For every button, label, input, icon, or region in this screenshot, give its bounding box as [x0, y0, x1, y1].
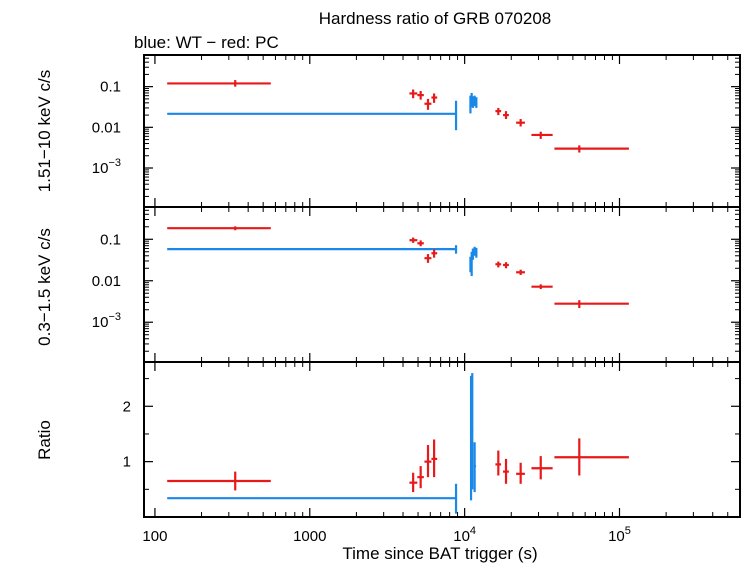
- panel-frame-ratio: [143, 361, 741, 518]
- y-axis-label-soft: 0.3−1.5 keV c/s: [35, 228, 54, 346]
- data-point: [409, 472, 418, 493]
- y-tick-label: 0.1: [100, 79, 121, 96]
- data-point: [495, 107, 502, 116]
- y-tick-label: 2: [123, 398, 131, 415]
- data-point: [431, 249, 438, 258]
- data-point: [531, 456, 553, 480]
- data-point: [554, 438, 629, 476]
- data-point: [167, 80, 271, 87]
- data-point: [167, 471, 271, 491]
- y-axis-label-ratio: Ratio: [35, 420, 54, 460]
- data-point: [516, 462, 525, 484]
- data-point: [167, 226, 271, 231]
- data-point: [431, 93, 438, 103]
- series-wt-ratio: [167, 373, 477, 514]
- data-point: [554, 300, 629, 309]
- data-point: [424, 254, 432, 263]
- panel-frame-soft: [143, 206, 741, 363]
- data-point: [531, 284, 553, 290]
- x-tick-label: 100: [142, 528, 167, 545]
- data-point: [417, 466, 424, 489]
- series-wt-soft: [167, 245, 478, 277]
- data-point: [417, 240, 424, 247]
- data-point: [531, 131, 553, 139]
- y-tick-label: 0.01: [92, 119, 121, 136]
- series-pc-soft: [167, 226, 629, 309]
- panel-frame-hard: [143, 54, 741, 208]
- y-tick-label: 10−3: [92, 311, 121, 331]
- data-point: [475, 97, 478, 108]
- series-wt-hard: [167, 92, 478, 131]
- data-point: [424, 445, 432, 478]
- y-tick-label: 10−3: [92, 157, 121, 177]
- series-pc-ratio: [167, 438, 629, 493]
- data-point: [473, 442, 477, 493]
- data-point: [471, 373, 474, 490]
- data-point: [554, 145, 629, 153]
- y-tick-label: 0.1: [100, 231, 121, 248]
- data-point: [431, 439, 438, 478]
- data-point: [471, 248, 474, 260]
- y-tick-label: 1: [123, 454, 131, 471]
- x-tick-label: 105: [608, 525, 631, 545]
- chart-title: Hardness ratio of GRB 070208: [319, 9, 551, 28]
- x-tick-label: 104: [453, 525, 476, 545]
- data-point: [424, 98, 432, 110]
- data-point: [475, 247, 478, 258]
- data-point: [503, 111, 509, 120]
- data-point: [409, 89, 418, 99]
- data-point: [503, 458, 509, 484]
- x-axis-label: Time since BAT trigger (s): [342, 544, 537, 563]
- data-point: [495, 450, 502, 476]
- data-point: [471, 96, 474, 108]
- chart-subtitle: blue: WT − red: PC: [134, 33, 279, 52]
- data-point: [495, 261, 502, 268]
- y-tick-label: 0.01: [92, 273, 121, 290]
- data-point: [503, 262, 509, 269]
- y-axis-label-hard: 1.51−10 keV c/s: [35, 70, 54, 192]
- data-point: [409, 237, 418, 243]
- data-point: [516, 119, 525, 127]
- series-pc-hard: [167, 80, 629, 153]
- x-tick-label: 1000: [293, 528, 326, 545]
- data-point: [516, 269, 525, 275]
- data-point: [417, 91, 424, 100]
